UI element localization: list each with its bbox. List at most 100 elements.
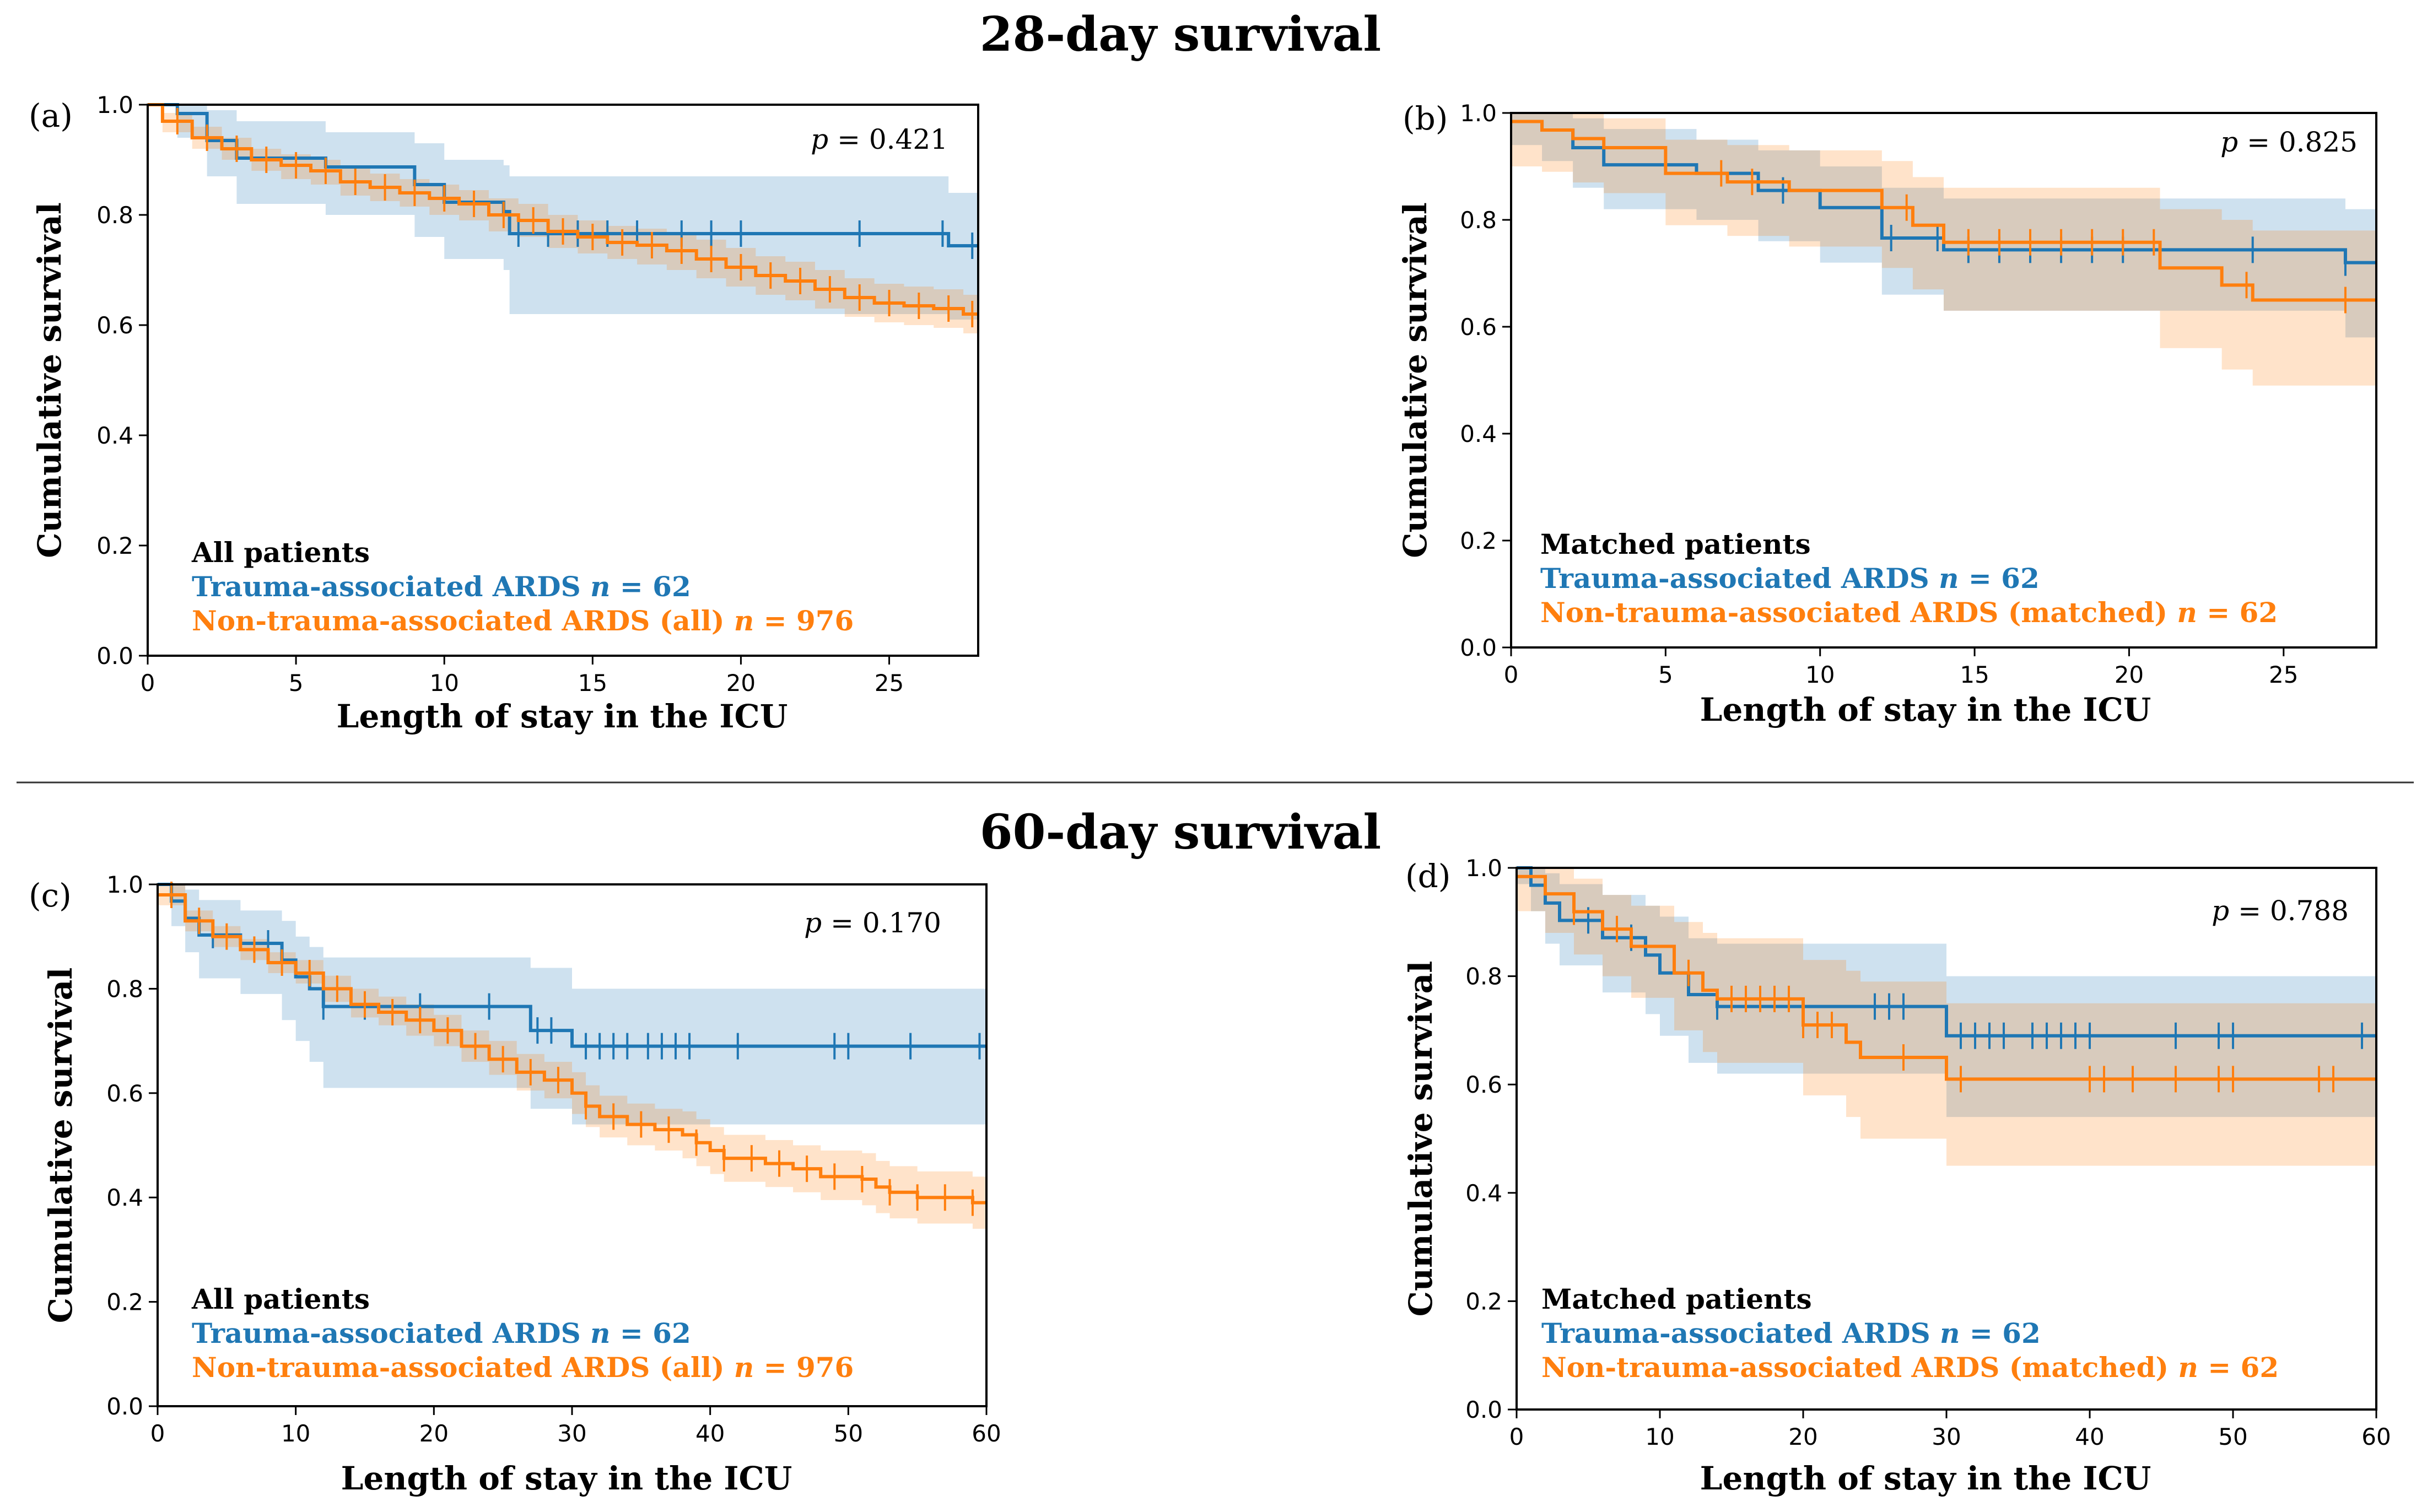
y-tick-label: 0.6 (1460, 314, 1497, 341)
legend-entry-name: Non-trauma-associated ARDS (all) (192, 604, 734, 637)
chart-panel-4: 0 10 20 30 40 50 60 0.0 0.2 0.4 0.6 0.8 1.0 (d) p = 0.… (1402, 855, 2391, 1497)
y-tick-label: 0.8 (1460, 207, 1497, 234)
x-tick-label: 30 (557, 1420, 586, 1447)
legend-entry-n-symbol: n (1940, 1317, 1960, 1349)
legend-entry-count: = 62 (1960, 1317, 2040, 1349)
y-tick-label: 0.8 (96, 202, 133, 229)
legend-entry-trauma: Trauma-associated ARDS n = 62 (192, 1317, 691, 1349)
legend-entry-name: Non-trauma-associated ARDS (matched) (1540, 596, 2177, 629)
x-axis-label: Length of stay in the ICU (341, 1460, 792, 1497)
legend-entry-count: = 62 (2198, 1351, 2279, 1384)
x-tick-label: 50 (2218, 1423, 2247, 1450)
y-tick-label: 0.4 (96, 422, 133, 449)
y-tick-label: 1.0 (106, 871, 143, 898)
legend-entry-name: Trauma-associated ARDS (1540, 562, 1939, 595)
x-tick-label: 40 (695, 1420, 725, 1447)
p-value-number: = 0.825 (2238, 126, 2358, 158)
section-title-60-day: 60-day survival (980, 804, 1381, 860)
y-axis-label: Cumulative survival (1402, 961, 1439, 1317)
p-value: p = 0.421 (811, 123, 948, 155)
y-axis-label: Cumulative survival (31, 202, 68, 558)
x-tick-label: 5 (1658, 661, 1673, 688)
legend-entry-non_trauma: Non-trauma-associated ARDS (matched) n =… (1541, 1351, 2279, 1384)
legend-entry-name: Non-trauma-associated ARDS (matched) (1541, 1351, 2178, 1384)
p-value: p = 0.788 (2212, 895, 2349, 927)
y-tick-label: 0.6 (1465, 1071, 1502, 1098)
ci-band-non_trauma (158, 884, 986, 1229)
y-tick-label: 0.0 (1460, 634, 1497, 661)
chart-panel-1: 0 5 10 15 20 25 0.0 0.2 0.4 0.6 0.8 1.0 (a) p = 0.421… (29, 91, 979, 735)
y-tick-label: 0.2 (1460, 527, 1497, 554)
legend-entry-trauma: Trauma-associated ARDS n = 62 (1540, 562, 2040, 595)
chart-panel-2: 0 5 10 15 20 25 0.0 0.2 0.4 0.6 0.8 1.0 (b) p = 0.825… (1396, 100, 2377, 728)
x-tick-label: 0 (1504, 661, 1519, 688)
x-tick-label: 15 (1960, 661, 1989, 688)
legend-entry-count: = 976 (754, 604, 854, 637)
p-value-symbol: p (804, 907, 822, 939)
x-tick-label: 50 (834, 1420, 863, 1447)
ci-band-trauma (158, 884, 986, 1125)
survival-curve-non_trauma (1511, 120, 2376, 302)
legend-entry-name: Trauma-associated ARDS (192, 570, 590, 603)
legend-entry-count: = 976 (754, 1351, 854, 1384)
legend-title: Matched patients (1541, 1283, 1812, 1315)
survival-curve-trauma (148, 103, 978, 247)
legend-entry-n-symbol: n (1939, 562, 1959, 595)
x-tick-label: 15 (578, 669, 607, 696)
panel-label: (c) (29, 877, 72, 914)
y-tick-label: 0.8 (1465, 963, 1502, 990)
x-tick-label: 0 (150, 1420, 165, 1447)
x-tick-label: 60 (2361, 1423, 2391, 1450)
x-axis-label: Length of stay in the ICU (337, 698, 788, 735)
legend-title: Matched patients (1540, 528, 1811, 560)
legend-entry-trauma: Trauma-associated ARDS n = 62 (1541, 1317, 2041, 1349)
ci-band-trauma (1517, 868, 2376, 1117)
chart-panels: 0 5 10 15 20 25 0.0 0.2 0.4 0.6 0.8 1.0 (a) p = 0.421… (29, 91, 2391, 1497)
legend-entry-count: = 62 (610, 570, 691, 603)
x-tick-label: 25 (875, 669, 904, 696)
section-title-28-day: 28-day survival (980, 7, 1381, 62)
legend-entry-non_trauma: Non-trauma-associated ARDS (all) n = 976 (192, 1351, 854, 1384)
y-tick-label: 0.4 (1460, 420, 1497, 447)
x-tick-label: 10 (281, 1420, 310, 1447)
legend-entry-count: = 62 (1959, 562, 2039, 595)
x-tick-label: 10 (429, 669, 459, 696)
y-tick-label: 0.2 (106, 1289, 143, 1316)
x-tick-label: 0 (141, 669, 155, 696)
y-tick-label: 0.2 (1465, 1288, 1502, 1315)
y-tick-label: 0.6 (106, 1080, 143, 1107)
legend-entry-n-symbol: n (2177, 596, 2197, 629)
legend-entry-name: Non-trauma-associated ARDS (all) (192, 1351, 734, 1384)
plot-frame (1510, 112, 2377, 649)
legend-entry-count: = 62 (610, 1317, 691, 1349)
y-tick-label: 1.0 (96, 91, 133, 118)
p-value: p = 0.170 (804, 907, 941, 939)
panel-label: (b) (1403, 100, 1448, 137)
x-tick-label: 30 (1932, 1423, 1961, 1450)
x-tick-label: 0 (1509, 1423, 1524, 1450)
y-tick-label: 0.0 (106, 1393, 143, 1420)
chart-panel-3: 0 10 20 30 40 50 60 0.0 0.2 0.4 0.6 0.8 1.0 (c) p = 0.… (29, 871, 1001, 1497)
p-value-symbol: p (2212, 895, 2229, 927)
x-tick-label: 20 (2115, 661, 2144, 688)
y-tick-label: 0.8 (106, 975, 143, 1002)
x-tick-label: 25 (2269, 661, 2298, 688)
x-axis-label: Length of stay in the ICU (1700, 691, 2151, 728)
y-axis-label: Cumulative survival (1396, 202, 1434, 558)
legend-entry-trauma: Trauma-associated ARDS n = 62 (192, 570, 691, 603)
p-value-number: = 0.788 (2229, 895, 2349, 927)
legend-entry-count: = 62 (2197, 596, 2278, 629)
x-tick-label: 10 (1645, 1423, 1674, 1450)
y-tick-label: 1.0 (1465, 855, 1502, 882)
plot-frame (147, 104, 979, 657)
p-value-number: = 0.170 (822, 907, 941, 939)
y-tick-label: 0.4 (1465, 1180, 1502, 1207)
x-tick-label: 40 (2075, 1423, 2104, 1450)
legend-entry-n-symbol: n (2178, 1351, 2198, 1384)
x-tick-label: 20 (726, 669, 756, 696)
y-tick-label: 0.0 (96, 642, 133, 669)
legend-title: All patients (191, 1283, 370, 1315)
x-tick-label: 5 (289, 669, 304, 696)
